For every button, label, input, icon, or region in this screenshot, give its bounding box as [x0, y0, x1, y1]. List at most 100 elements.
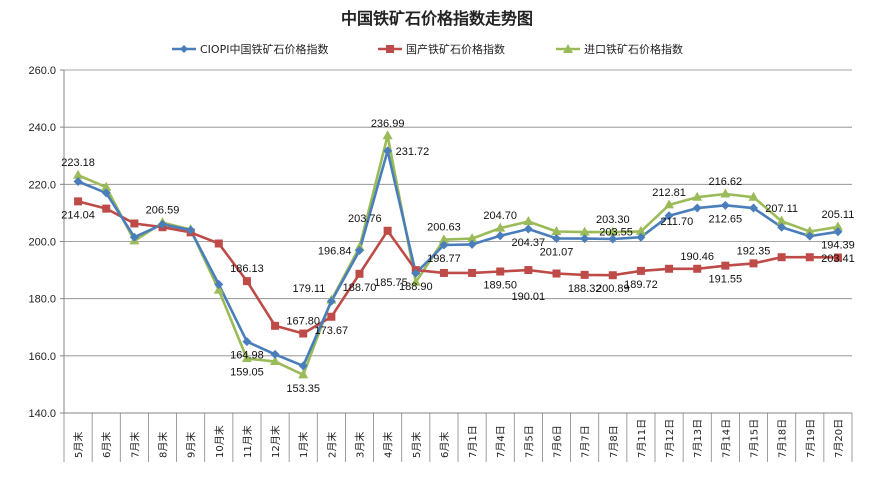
legend-item-ciopi: CIOPI中国铁矿石价格指数 — [172, 42, 328, 56]
x-tick-label: 7月13日 — [692, 419, 704, 458]
data-label: 204.37 — [512, 237, 546, 249]
point-ciopi — [495, 231, 505, 241]
data-label: 200.63 — [427, 222, 461, 234]
data-label: 185.75 — [374, 277, 408, 289]
point-import — [607, 226, 618, 236]
series-lines — [77, 134, 839, 377]
point-ciopi — [439, 240, 449, 250]
x-tick-label: 7月8日 — [608, 425, 620, 458]
point-ciopi — [383, 146, 393, 156]
point-domestic — [805, 253, 814, 262]
point-ciopi — [186, 225, 196, 235]
y-axis-ticks: 140.0 160.0 180.0 200.0 220.0 240.0 260.0 — [28, 65, 56, 420]
point-ciopi — [692, 203, 702, 213]
data-label: 214.04 — [61, 209, 95, 221]
point-domestic — [355, 269, 364, 278]
axes — [60, 69, 853, 462]
x-tick-label: 7月18日 — [777, 419, 789, 458]
y-tick-label: 240.0 — [28, 122, 56, 134]
x-tick-label: 1月末 — [297, 432, 310, 458]
data-label: 188.90 — [399, 281, 433, 293]
data-label: 216.62 — [709, 176, 743, 188]
point-ciopi — [270, 349, 280, 359]
x-tick-label: 7月12日 — [664, 419, 676, 458]
data-label: 200.89 — [596, 283, 630, 295]
point-import — [776, 215, 787, 225]
legend-item-domestic: 国产铁矿石价格指数 — [378, 42, 505, 56]
point-ciopi — [636, 232, 646, 242]
point-domestic — [665, 264, 674, 273]
data-label: 203.41 — [821, 253, 855, 265]
point-import — [270, 356, 281, 366]
point-ciopi — [833, 227, 843, 237]
point-domestic — [299, 329, 308, 338]
series-line-ciopi — [77, 149, 839, 368]
x-tick-label: 7月20日 — [833, 419, 845, 458]
point-import — [298, 369, 309, 379]
point-domestic — [242, 277, 251, 286]
x-tick-label: 7月1日 — [467, 425, 479, 458]
point-ciopi — [411, 268, 421, 278]
point-ciopi — [523, 224, 533, 234]
data-label: 196.84 — [318, 246, 352, 258]
x-tick-label: 6月末 — [438, 432, 451, 458]
y-tick-label: 220.0 — [28, 179, 56, 191]
data-label: 204.70 — [483, 210, 517, 222]
data-label: 186.13 — [230, 263, 264, 275]
data-label: 189.50 — [483, 280, 517, 292]
x-axis-ticks: 5月末 6月末 7月末 8月末 9月末 10月末 11月末 12月末 1月末 2月末 3月末 4月末 5… — [72, 419, 845, 458]
point-domestic — [580, 270, 589, 279]
point-import — [241, 353, 252, 363]
point-domestic — [439, 268, 448, 277]
data-label: 179.11 — [293, 283, 326, 295]
x-tick-label: 8月末 — [157, 432, 170, 458]
x-tick-label: 2月末 — [325, 432, 338, 458]
data-label: 205.11 — [822, 209, 855, 221]
point-import — [213, 284, 224, 294]
point-domestic — [608, 271, 617, 280]
point-ciopi — [101, 188, 111, 198]
data-label: 192.35 — [737, 245, 771, 257]
point-import — [664, 199, 675, 209]
point-domestic — [749, 259, 758, 268]
x-tick-label: 7月末 — [128, 432, 141, 458]
x-tick-label: 7月14日 — [720, 419, 732, 458]
point-domestic — [496, 267, 505, 276]
point-ciopi — [720, 200, 730, 210]
data-label: 190.01 — [512, 291, 546, 303]
legend-marker-domestic — [386, 45, 394, 53]
data-label: 207.11 — [765, 203, 798, 215]
data-label: 188.32 — [568, 283, 602, 295]
x-tick-label: 5月末 — [410, 432, 423, 458]
point-domestic — [721, 261, 730, 270]
x-tick-label: 7月7日 — [580, 425, 592, 458]
point-domestic — [214, 239, 223, 248]
data-label: 198.77 — [427, 253, 461, 265]
data-label: 191.55 — [709, 274, 743, 286]
legend-marker-ciopi — [180, 45, 188, 53]
point-domestic — [130, 219, 139, 228]
point-import — [410, 276, 421, 286]
legend-label-import: 进口铁矿石价格指数 — [584, 42, 683, 56]
point-import — [382, 130, 393, 140]
legend-label-ciopi: CIOPI中国铁矿石价格指数 — [200, 42, 328, 56]
x-tick-label: 6月末 — [100, 432, 113, 458]
data-label: 203.76 — [348, 213, 382, 225]
point-ciopi — [129, 232, 139, 242]
data-label: 203.30 — [596, 214, 630, 226]
x-tick-label: 10月末 — [213, 425, 226, 458]
data-label: 173.67 — [315, 325, 349, 337]
point-import — [748, 191, 759, 201]
point-import — [720, 188, 731, 198]
point-import — [692, 191, 703, 201]
data-label: 212.81 — [652, 187, 686, 199]
point-import — [635, 225, 646, 235]
legend-item-import: 进口铁矿石价格指数 — [556, 42, 683, 56]
point-ciopi — [552, 233, 561, 243]
data-label: 212.65 — [709, 213, 743, 225]
point-import — [495, 222, 506, 232]
x-tick-label: 9月末 — [185, 432, 198, 458]
point-domestic — [327, 312, 336, 321]
point-import — [579, 226, 590, 236]
x-tick-label: 7月15日 — [749, 419, 761, 458]
